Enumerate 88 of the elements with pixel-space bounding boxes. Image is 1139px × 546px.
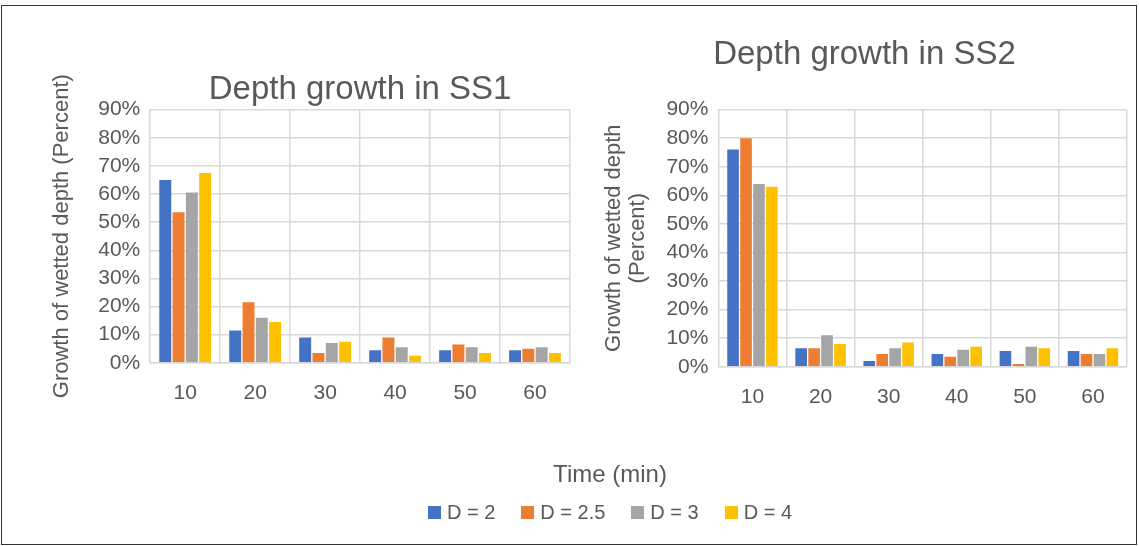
bar	[535, 347, 548, 363]
bar	[1106, 348, 1119, 367]
bar	[299, 337, 312, 363]
legend-label: D = 2	[446, 500, 496, 525]
bar	[395, 347, 408, 363]
bar	[834, 343, 846, 367]
bar	[369, 350, 382, 363]
bar	[509, 350, 522, 363]
bar	[548, 352, 561, 363]
bar	[452, 344, 465, 363]
y-tick-label: 70%	[98, 152, 141, 176]
bar	[522, 348, 535, 363]
bar	[753, 183, 765, 367]
y-tick-label: 40%	[98, 237, 141, 261]
y-tick-label: 20%	[666, 296, 709, 320]
x-tick-label: 50	[453, 380, 477, 404]
x-axis-title: Time (min)	[553, 460, 667, 487]
bar	[808, 348, 820, 367]
bar	[229, 330, 242, 363]
y-tick-label: 70%	[666, 153, 709, 177]
y-tick-label: 80%	[98, 124, 141, 148]
bar	[999, 351, 1012, 367]
bar	[242, 302, 255, 363]
chart-title: Depth growth in SS1	[208, 68, 512, 106]
legend-label: D = 2.5	[540, 500, 606, 525]
bar	[479, 352, 491, 363]
x-tick-label: 40	[945, 384, 969, 408]
bar	[312, 352, 325, 363]
bar	[325, 343, 338, 363]
y-tick-label: 60%	[98, 180, 141, 204]
bar	[1025, 346, 1038, 367]
bar	[439, 350, 452, 363]
bar	[795, 348, 807, 367]
x-tick-label: 60	[1081, 384, 1105, 408]
y-tick-label: 10%	[666, 325, 709, 349]
bar	[382, 337, 395, 363]
legend-label: D = 3	[650, 500, 699, 525]
y-tick-label: 50%	[98, 208, 141, 232]
bar	[970, 346, 982, 367]
bar	[766, 186, 778, 367]
y-tick-label: 10%	[98, 321, 141, 345]
bar	[1093, 353, 1106, 367]
y-tick-label: 60%	[666, 182, 709, 206]
bar	[1080, 353, 1093, 367]
y-tick-label: 30%	[98, 265, 141, 289]
bar	[863, 361, 876, 367]
bar	[902, 342, 914, 367]
bar	[159, 179, 172, 363]
bar	[255, 317, 268, 363]
bar	[199, 172, 212, 363]
y-tick-label: 90%	[98, 96, 141, 120]
x-tick-label: 10	[173, 380, 197, 404]
bar	[1067, 351, 1080, 367]
y-tick-label: 80%	[666, 124, 709, 148]
y-tick-label: 0%	[678, 353, 709, 377]
x-tick-label: 30	[876, 384, 901, 408]
y-tick-label: 20%	[98, 293, 141, 317]
chart-title: Depth growth in SS2	[713, 33, 1016, 71]
y-tick-label: 30%	[666, 267, 709, 291]
legend-label: D = 4	[743, 500, 793, 525]
bar	[740, 138, 752, 367]
bar	[727, 149, 739, 367]
y-tick-label: 40%	[666, 239, 709, 263]
x-tick-label: 50	[1013, 384, 1037, 408]
bar	[1038, 348, 1051, 367]
bar	[821, 335, 833, 367]
y-axis-title: Growth of wetted depth (Percent)	[48, 74, 74, 399]
bar	[269, 322, 282, 363]
bar	[172, 212, 185, 363]
y-tick-label: 90%	[666, 96, 709, 120]
x-tick-label: 20	[808, 384, 833, 408]
bar	[889, 348, 901, 367]
x-tick-label: 40	[383, 380, 407, 404]
bar	[185, 192, 198, 363]
y-tick-label: 50%	[666, 210, 709, 234]
bar	[409, 355, 422, 363]
x-tick-label: 60	[523, 380, 547, 404]
x-tick-label: 30	[313, 380, 337, 404]
bar	[957, 349, 970, 367]
x-tick-label: 10	[740, 384, 765, 408]
x-tick-label: 20	[243, 380, 267, 404]
y-axis-title: Growth of wetted depth (Percent)	[600, 124, 650, 352]
bar	[876, 353, 889, 367]
bar	[465, 347, 478, 363]
bar	[339, 341, 352, 363]
bar	[931, 353, 944, 367]
bar	[944, 356, 957, 367]
y-tick-label: 0%	[109, 349, 141, 373]
